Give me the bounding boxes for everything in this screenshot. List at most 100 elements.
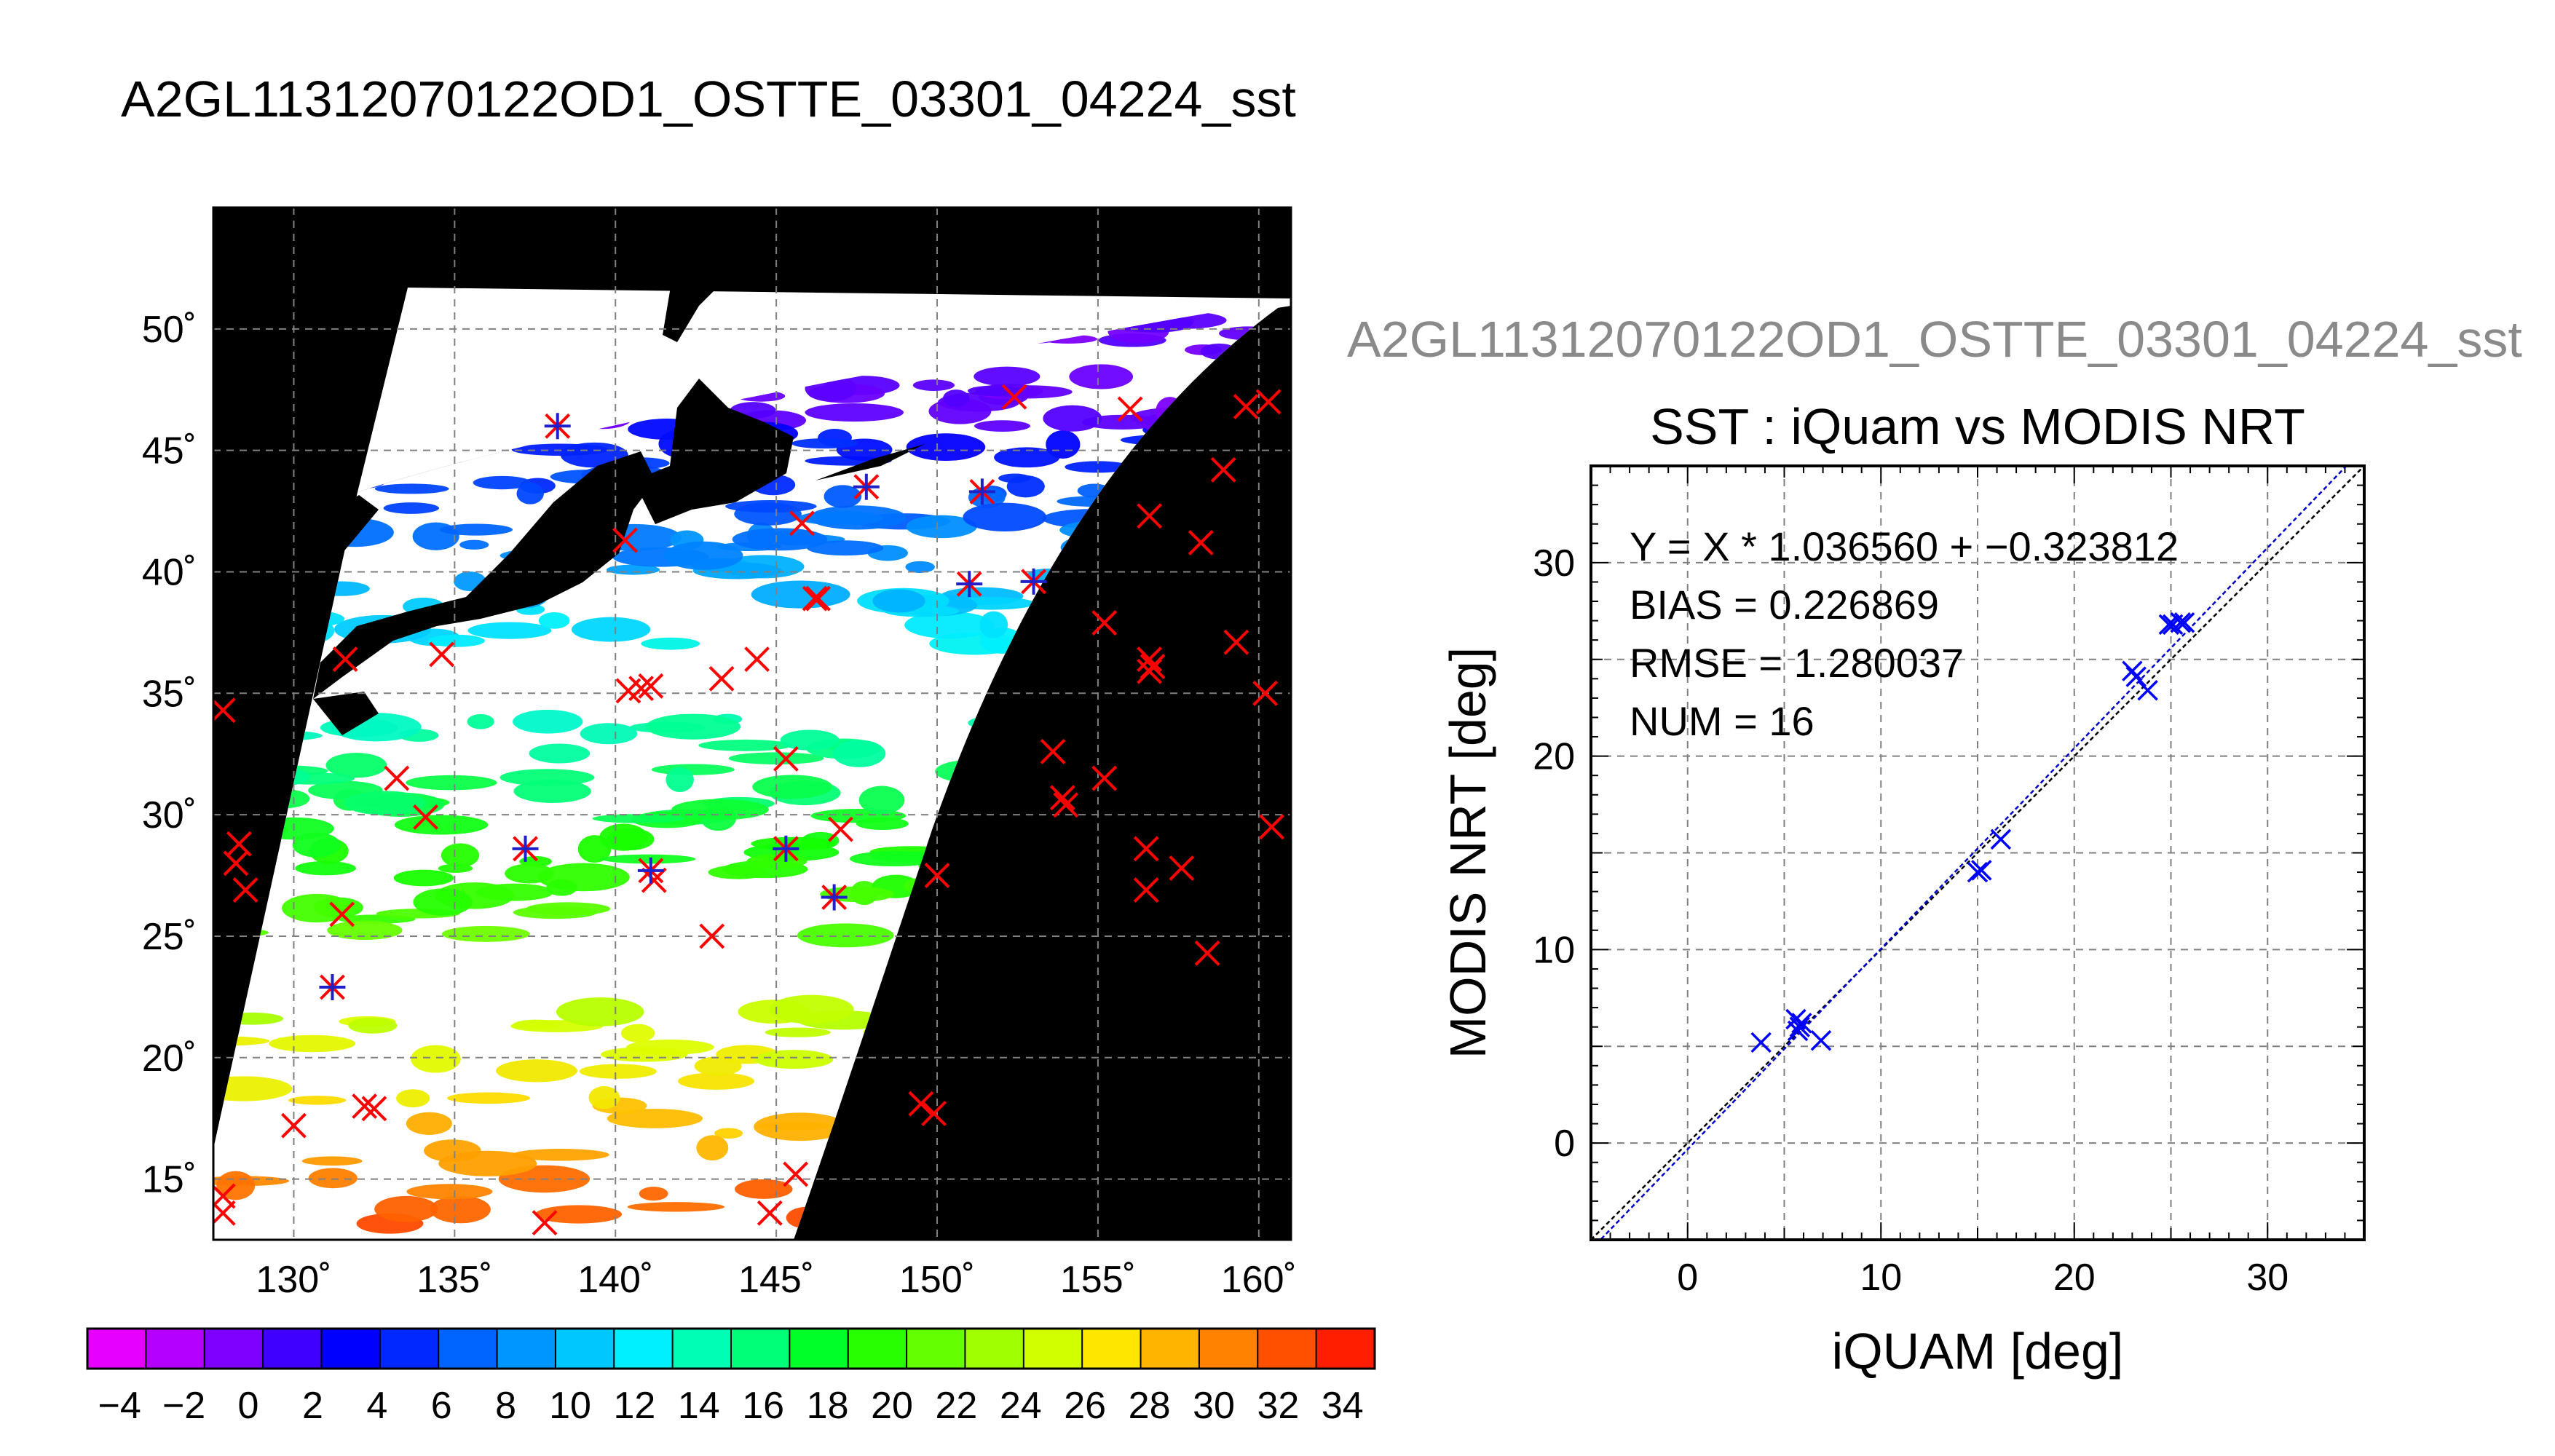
colorbar-tick-label: 2 bbox=[302, 1385, 323, 1427]
insitu-marker bbox=[329, 901, 355, 927]
main-title: A2GL11312070122OD1_OSTTE_03301_04224_sst bbox=[121, 71, 1296, 127]
insitu-marker bbox=[1001, 384, 1027, 410]
insitu-marker bbox=[361, 1096, 387, 1122]
insitu-marker bbox=[1259, 814, 1284, 840]
insitu-marker bbox=[802, 585, 828, 612]
colorbar-segment bbox=[672, 1329, 732, 1369]
colorbar-tick-label: −2 bbox=[162, 1385, 205, 1427]
lon-tick-label: 155˚ bbox=[1060, 1259, 1136, 1301]
insitu-marker bbox=[1188, 530, 1214, 555]
insitu-marker bbox=[921, 1101, 947, 1126]
insitu-marker bbox=[1133, 836, 1159, 862]
insitu-marker bbox=[429, 641, 455, 668]
stats-annotation: RMSE = 1.280037 bbox=[1630, 640, 1964, 686]
insitu-marker bbox=[1223, 629, 1249, 655]
land-shape bbox=[772, 218, 801, 269]
x-tick-label: 20 bbox=[2053, 1257, 2096, 1299]
lat-tick-label: 35˚ bbox=[142, 673, 197, 715]
insitu-marker bbox=[924, 863, 950, 888]
stats-annotation: Y = X * 1.036560 + −0.323812 bbox=[1630, 523, 2179, 569]
land-shape bbox=[313, 692, 379, 735]
scatter-point bbox=[1967, 861, 1989, 883]
x-tick-label: 10 bbox=[1860, 1257, 1902, 1299]
colorbar-segment bbox=[1023, 1329, 1083, 1369]
x-tick-label: 0 bbox=[1677, 1257, 1698, 1299]
y-axis-label: MODIS NRT [deg] bbox=[1440, 647, 1496, 1059]
insitu-marker bbox=[805, 585, 831, 612]
lat-tick-label: 20˚ bbox=[142, 1037, 197, 1080]
colorbar-segment bbox=[731, 1329, 790, 1369]
matchup-marker bbox=[544, 413, 571, 440]
insitu-marker bbox=[628, 676, 654, 702]
insitu-marker bbox=[1053, 792, 1079, 818]
insitu-marker bbox=[1091, 765, 1118, 791]
insitu-marker bbox=[1137, 646, 1163, 672]
insitu-marker bbox=[1169, 855, 1195, 881]
colorbar-tick-label: 16 bbox=[742, 1385, 784, 1427]
colorbar-segment bbox=[146, 1329, 205, 1369]
colorbar-tick-label: 4 bbox=[366, 1385, 387, 1427]
colorbar-tick-label: 0 bbox=[238, 1385, 259, 1427]
x-tick-label: 30 bbox=[2246, 1257, 2289, 1299]
matchup-marker bbox=[319, 974, 346, 1001]
scatter-point bbox=[2137, 680, 2158, 701]
insitu-marker bbox=[213, 697, 236, 724]
y-tick-label: 20 bbox=[1533, 736, 1575, 778]
land-shape bbox=[633, 379, 794, 524]
insitu-marker bbox=[773, 745, 799, 772]
matchup-marker bbox=[956, 571, 983, 598]
matchup-marker bbox=[637, 857, 664, 884]
land-shape bbox=[213, 495, 379, 662]
colorbar-segment bbox=[1082, 1329, 1142, 1369]
insitu-marker bbox=[1252, 680, 1279, 706]
scatter-point bbox=[1789, 1016, 1810, 1037]
fit-line bbox=[1599, 466, 2348, 1240]
reference-lines bbox=[1591, 466, 2364, 1240]
colorbar-segment bbox=[1198, 1329, 1258, 1369]
insitu-marker bbox=[1194, 940, 1220, 966]
colorbar-tick-label: −4 bbox=[98, 1385, 141, 1427]
insitu-marker bbox=[1091, 610, 1118, 636]
colorbar-segment bbox=[848, 1329, 907, 1369]
scatter-point bbox=[2170, 612, 2192, 633]
scatter-point bbox=[1990, 828, 2012, 850]
scatter-point bbox=[1791, 1013, 1812, 1034]
insitu-marker bbox=[1117, 396, 1143, 422]
matchup-marker bbox=[853, 473, 880, 500]
y-tick-label: 30 bbox=[1533, 542, 1575, 585]
insitu-marker bbox=[908, 1091, 934, 1117]
colorbar-tick-label: 26 bbox=[1064, 1385, 1106, 1427]
map-frame bbox=[212, 206, 1292, 1241]
colorbar-tick-label: 22 bbox=[935, 1385, 977, 1427]
scatter-frame bbox=[1590, 464, 2366, 1241]
insitu-marker bbox=[699, 923, 725, 949]
scatter-point bbox=[1750, 1032, 1772, 1053]
insitu-marker bbox=[1210, 456, 1236, 483]
insitu-marker bbox=[1040, 738, 1066, 764]
identity-line bbox=[1591, 466, 2364, 1240]
lon-tick-label: 145˚ bbox=[738, 1259, 814, 1301]
insitu-marker bbox=[1137, 658, 1163, 684]
scatter-point bbox=[1810, 1030, 1832, 1051]
matchup-marker bbox=[821, 884, 848, 911]
colorbar-tick-label: 6 bbox=[431, 1385, 452, 1427]
insitu-marker bbox=[789, 510, 815, 537]
lat-tick-label: 45˚ bbox=[142, 430, 197, 472]
colorbar-segment bbox=[907, 1329, 965, 1369]
map-grid bbox=[213, 207, 1291, 1240]
insitu-marker bbox=[384, 765, 410, 791]
colorbar-tick-label: 12 bbox=[613, 1385, 655, 1427]
scatter-point bbox=[1971, 860, 1992, 881]
land bbox=[213, 211, 925, 735]
matchup-marker bbox=[773, 835, 799, 862]
insitu-marker bbox=[612, 527, 638, 553]
colorbar-segment bbox=[789, 1329, 849, 1369]
colorbar-tick-label: 30 bbox=[1193, 1385, 1235, 1427]
lon-tick-label: 140˚ bbox=[577, 1259, 653, 1301]
matchup-markers bbox=[319, 413, 1047, 1001]
insitu-marker bbox=[1049, 785, 1075, 811]
colorbar-segment bbox=[1316, 1329, 1375, 1369]
insitu-marker bbox=[223, 850, 249, 877]
insitu-marker bbox=[783, 1161, 809, 1187]
lat-tick-label: 40˚ bbox=[142, 551, 197, 593]
